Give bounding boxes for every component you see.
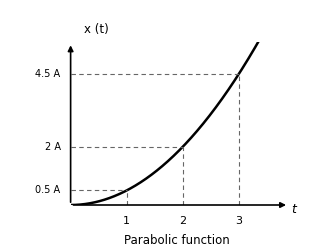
Text: 2 A: 2 A bbox=[45, 142, 61, 152]
Text: 2: 2 bbox=[179, 216, 186, 226]
Text: 0.5 A: 0.5 A bbox=[35, 186, 61, 196]
Text: t: t bbox=[292, 203, 297, 216]
Text: x (t): x (t) bbox=[84, 23, 109, 36]
Text: 3: 3 bbox=[235, 216, 242, 226]
Text: 1: 1 bbox=[123, 216, 130, 226]
Text: 4.5 A: 4.5 A bbox=[35, 70, 61, 80]
Text: Parabolic function: Parabolic function bbox=[124, 234, 230, 248]
